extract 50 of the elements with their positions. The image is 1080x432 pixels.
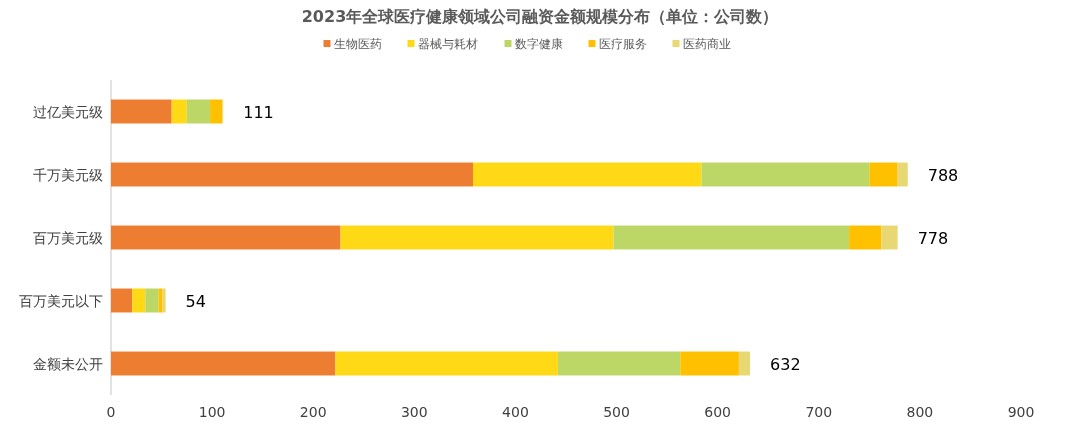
x-tick-label: 500 bbox=[603, 404, 630, 420]
bar bbox=[680, 351, 739, 376]
legend-label: 医药商业 bbox=[682, 37, 731, 51]
bar bbox=[340, 225, 614, 250]
bar bbox=[158, 288, 163, 313]
bar bbox=[162, 288, 166, 313]
bar bbox=[869, 162, 898, 187]
bar bbox=[186, 99, 211, 124]
x-tick-label: 0 bbox=[106, 404, 116, 420]
x-tick-label: 200 bbox=[299, 404, 327, 420]
bar bbox=[701, 162, 870, 187]
bar bbox=[738, 351, 751, 376]
x-tick-label: 300 bbox=[400, 404, 428, 420]
bar bbox=[171, 99, 187, 124]
y-tick-label: 百万美元级 bbox=[33, 229, 103, 246]
legend-label: 生物医药 bbox=[333, 37, 382, 51]
bar bbox=[111, 162, 473, 187]
legend-label: 器械与耗材 bbox=[417, 37, 478, 51]
y-tick-label: 百万美元以下 bbox=[19, 292, 103, 309]
y-tick-label: 千万美元级 bbox=[33, 166, 103, 183]
y-tick-label: 过亿美元级 bbox=[33, 103, 103, 120]
legend-label: 医疗服务 bbox=[598, 37, 647, 51]
x-tick-label: 400 bbox=[502, 404, 529, 420]
bar bbox=[111, 351, 336, 376]
bar bbox=[111, 225, 341, 250]
x-tick-label: 100 bbox=[198, 404, 226, 420]
bar bbox=[613, 225, 850, 250]
bar bbox=[881, 225, 898, 250]
bar bbox=[849, 225, 882, 250]
chart-title: 2023年全球医疗健康领域公司融资金额规模分布（单位：公司数） bbox=[301, 7, 779, 26]
y-tick-label: 金额未公开 bbox=[33, 355, 103, 372]
bar bbox=[472, 162, 702, 187]
total-label: 111 bbox=[243, 102, 274, 122]
total-label: 788 bbox=[927, 165, 959, 185]
bar bbox=[111, 99, 172, 124]
bar bbox=[145, 288, 159, 313]
bar bbox=[897, 162, 908, 187]
x-tick-label: 700 bbox=[805, 404, 833, 420]
x-tick-label: 800 bbox=[906, 404, 934, 420]
bar bbox=[111, 288, 133, 313]
bar bbox=[335, 351, 558, 376]
x-tick-label: 600 bbox=[704, 404, 732, 420]
legend-label: 数字健康 bbox=[514, 37, 563, 51]
total-label: 778 bbox=[917, 228, 949, 248]
x-tick-label: 900 bbox=[1007, 404, 1035, 420]
bar bbox=[132, 288, 146, 313]
bar bbox=[557, 351, 681, 376]
bar bbox=[210, 99, 223, 124]
total-label: 54 bbox=[185, 291, 206, 311]
total-label: 632 bbox=[770, 354, 801, 374]
